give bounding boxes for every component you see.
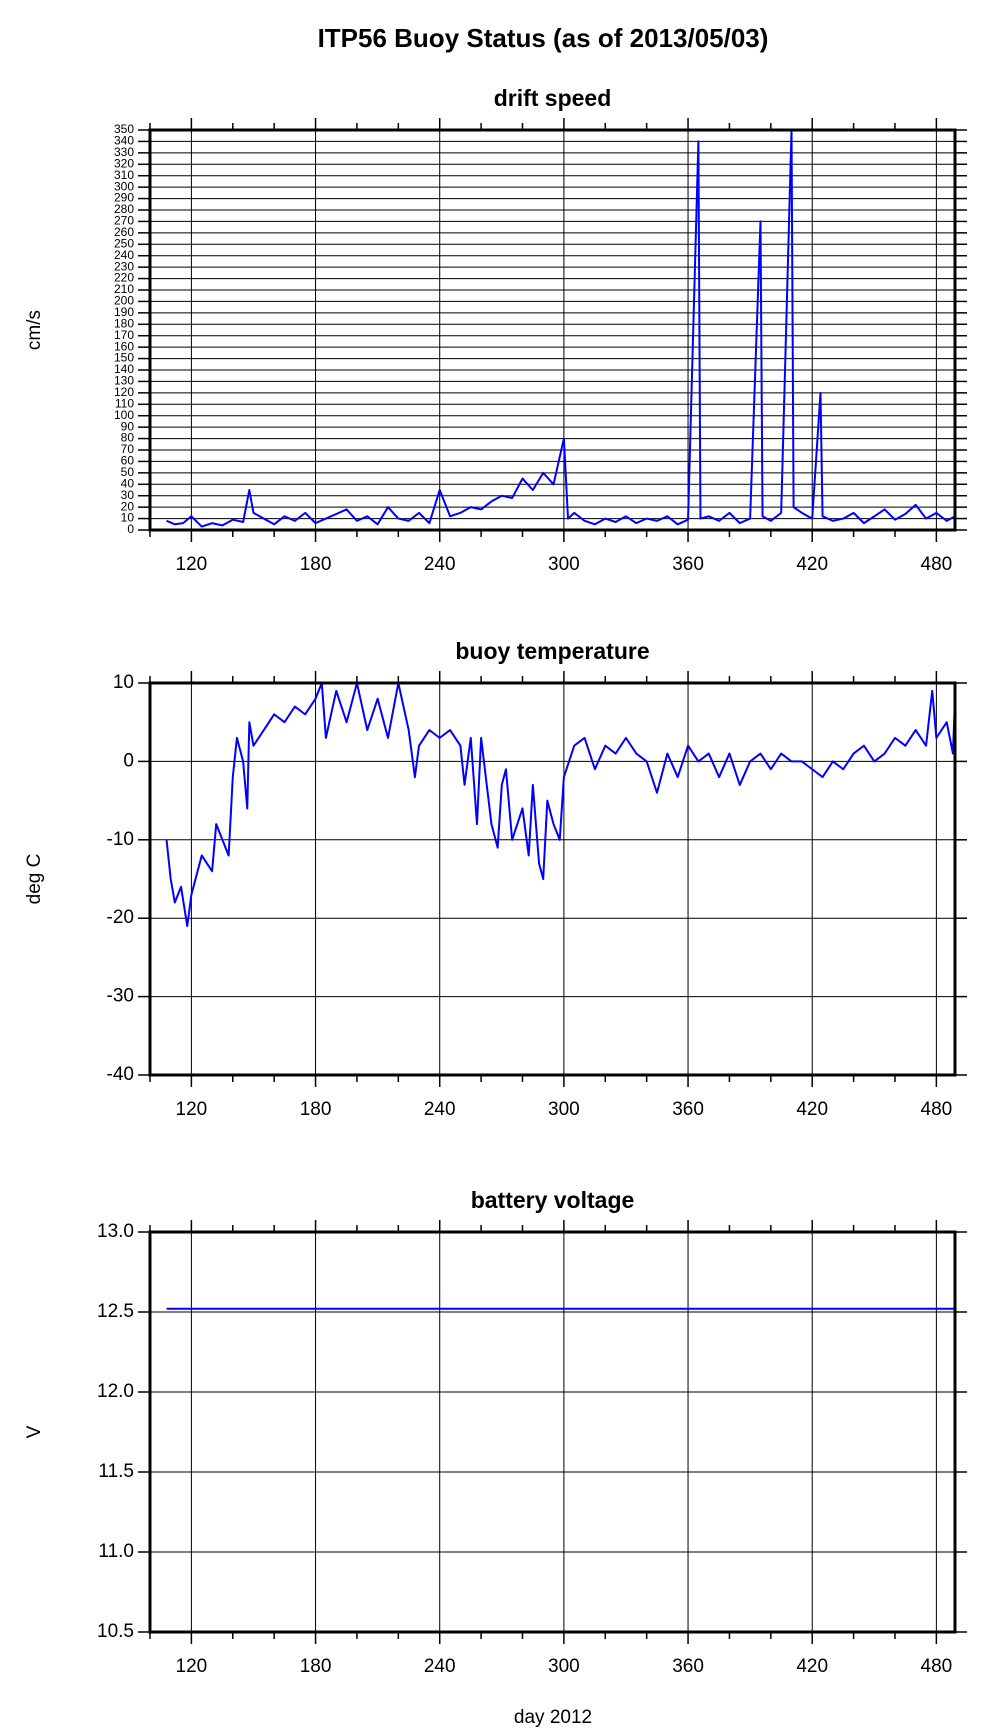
y-tick-label: 40 [121, 476, 135, 490]
x-tick-label: 240 [424, 1099, 456, 1120]
y-tick-label: 190 [114, 305, 134, 319]
y-tick-label: 0 [123, 750, 134, 771]
y-tick-label: 290 [114, 191, 134, 205]
y-tick-label: 10 [121, 511, 135, 525]
y-tick-label: 210 [114, 282, 134, 296]
data-line [166, 129, 956, 528]
y-tick-label: 150 [114, 351, 134, 365]
x-tick-label: 360 [672, 1099, 704, 1120]
y-tick-label: 90 [121, 419, 135, 433]
x-tick-label: 240 [424, 554, 456, 575]
y-tick-label: 220 [114, 271, 134, 285]
x-tick-label: 300 [548, 1099, 580, 1120]
y-tick-label: 160 [114, 339, 134, 353]
y-tick-label: 130 [114, 374, 134, 388]
x-tick-label: 240 [424, 1656, 456, 1677]
y-tick-label: 320 [114, 156, 134, 170]
y-tick-label: -30 [107, 986, 134, 1007]
y-tick-label: 110 [115, 396, 134, 410]
y-tick-label: 12.0 [97, 1381, 134, 1402]
x-axis-label: day 2012 [514, 1707, 592, 1728]
y-tick-label: 13.0 [97, 1221, 134, 1242]
y-tick-label: 10 [113, 672, 134, 693]
panel-title: drift speed [494, 85, 612, 111]
y-tick-label: 0 [127, 522, 134, 536]
x-tick-label: 360 [672, 554, 704, 575]
page-title: ITP56 Buoy Status (as of 2013/05/03) [318, 23, 769, 53]
y-tick-label: 270 [114, 214, 134, 228]
y-tick-label: 60 [121, 454, 135, 468]
y-tick-label: -20 [107, 907, 134, 928]
y-axis-label: cm/s [24, 310, 45, 350]
x-tick-label: 180 [300, 1099, 332, 1120]
y-tick-label: -40 [107, 1064, 134, 1085]
y-tick-label: 140 [114, 362, 134, 376]
x-tick-label: 120 [176, 554, 208, 575]
y-axis-label: V [24, 1425, 45, 1438]
x-tick-label: 420 [796, 554, 828, 575]
x-tick-label: 420 [796, 1656, 828, 1677]
y-tick-label: 230 [114, 259, 134, 273]
panel-title: buoy temperature [455, 638, 649, 664]
x-tick-label: 180 [300, 1656, 332, 1677]
y-tick-label: 10.5 [97, 1621, 134, 1642]
y-tick-label: 11.5 [98, 1461, 134, 1482]
x-tick-label: 300 [548, 1656, 580, 1677]
x-tick-label: 480 [921, 1099, 953, 1120]
y-tick-label: 310 [114, 168, 134, 182]
y-tick-label: 180 [114, 316, 134, 330]
y-tick-label: 340 [114, 134, 134, 148]
plot-frame [148, 1230, 957, 1634]
y-tick-label: 80 [121, 431, 135, 445]
x-tick-label: 120 [176, 1099, 208, 1120]
y-tick-label: 280 [114, 202, 134, 216]
plot-frame [148, 128, 957, 532]
y-tick-label: 200 [114, 294, 134, 308]
y-tick-label: 100 [114, 408, 134, 422]
y-tick-label: 12.5 [97, 1301, 134, 1322]
x-tick-label: 360 [672, 1656, 704, 1677]
y-tick-label: -10 [107, 829, 134, 850]
y-tick-label: 30 [121, 488, 135, 502]
data-line [165, 682, 956, 928]
y-tick-label: 170 [114, 328, 134, 342]
x-tick-label: 300 [548, 554, 580, 575]
x-tick-label: 480 [921, 554, 953, 575]
y-tick-label: 120 [114, 385, 134, 399]
y-axis-label: deg C [24, 854, 45, 905]
y-tick-label: 50 [121, 465, 135, 479]
y-tick-label: 260 [114, 225, 134, 239]
y-tick-label: 350 [114, 122, 134, 136]
y-tick-label: 300 [114, 179, 134, 193]
x-tick-label: 180 [300, 554, 332, 575]
x-tick-label: 480 [921, 1656, 953, 1677]
y-tick-label: 240 [114, 248, 134, 262]
y-tick-label: 330 [114, 145, 134, 159]
panel-title: battery voltage [471, 1187, 635, 1213]
y-tick-label: 11.0 [98, 1541, 134, 1562]
y-tick-label: 250 [114, 236, 134, 250]
x-tick-label: 420 [796, 1099, 828, 1120]
x-tick-label: 120 [176, 1656, 208, 1677]
y-tick-label: 20 [121, 499, 135, 513]
y-tick-label: 70 [121, 442, 135, 456]
plot-frame [148, 681, 957, 1077]
